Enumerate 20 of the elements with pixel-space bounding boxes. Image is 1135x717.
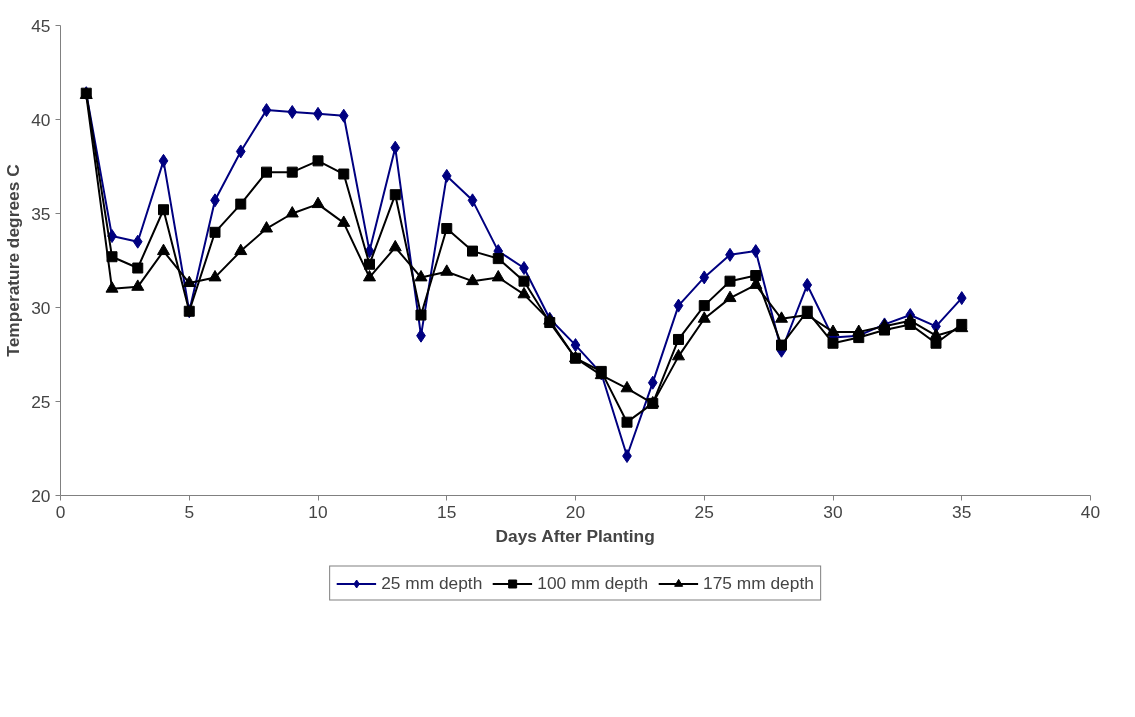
y-tick-label: 45 [31,15,51,36]
x-tick-label: 10 [308,501,328,522]
x-tick-label: 40 [1080,501,1101,522]
y-axis-title: Temperature degrees C [3,163,24,357]
x-tick-label: 35 [952,501,972,522]
legend-label: 25 mm depth [381,572,483,594]
x-axis-title: Days After Planting [495,525,655,546]
y-tick-label: 35 [31,203,51,224]
x-tick-label: 0 [55,501,66,522]
x-tick-label: 25 [694,501,714,522]
y-tick-label: 40 [31,109,51,130]
x-tick-label: 5 [184,501,195,522]
x-tick-label: 15 [437,501,457,522]
legend-label: 100 mm depth [537,572,649,594]
y-tick-label: 25 [31,391,51,412]
x-tick-label: 20 [565,501,586,522]
legend-label: 175 mm depth [703,572,814,594]
x-tick-label: 30 [823,501,843,522]
y-tick-label: 30 [31,297,51,318]
y-tick-label: 20 [31,485,51,506]
